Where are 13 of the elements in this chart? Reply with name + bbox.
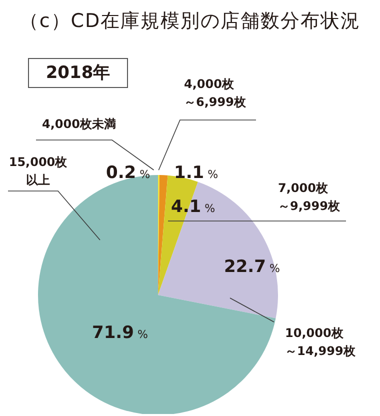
pie-slice: [158, 182, 278, 318]
pie-slice: [158, 175, 168, 295]
slice-label: 10,000枚～14,999枚: [285, 326, 356, 358]
slice-label: 4,000枚～6,999枚: [184, 77, 247, 109]
slice-label: 4,000枚未満: [42, 117, 116, 131]
data-label: 0.2 %: [106, 163, 150, 183]
chart-title: （c）CD在庫規模別の店舗数分布状況: [18, 9, 362, 34]
data-label: 71.9 %: [92, 323, 148, 343]
slice-label: 15,000枚以上: [8, 155, 68, 187]
data-label: 1.1 %: [174, 163, 218, 183]
chart-subtitle: 2018年: [28, 58, 128, 88]
data-label: 22.7 %: [224, 257, 280, 277]
slice-label: 7,000枚～9,999枚: [278, 181, 341, 213]
